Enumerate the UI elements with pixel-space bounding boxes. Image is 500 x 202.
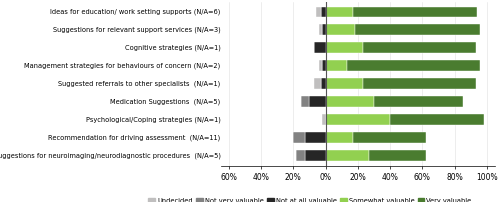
Text: Suggestions for relevant support services (N/A=3): Suggestions for relevant support service… [53, 27, 220, 33]
Bar [304, 132, 326, 143]
Bar [326, 24, 354, 35]
Bar [326, 78, 362, 89]
Bar [353, 6, 477, 17]
Bar [369, 150, 426, 161]
Bar [353, 132, 426, 143]
Bar [322, 114, 326, 125]
Text: Management strategies for behaviours of concern (N/A=2): Management strategies for behaviours of … [24, 63, 220, 69]
Bar [320, 6, 326, 17]
Bar [326, 150, 369, 161]
Bar [326, 114, 390, 125]
Bar [296, 150, 304, 161]
Bar [302, 96, 310, 107]
Bar [354, 24, 480, 35]
Bar [346, 60, 480, 71]
Bar [362, 42, 476, 53]
Bar [314, 42, 326, 53]
Bar [293, 132, 304, 143]
Bar [374, 96, 462, 107]
Bar [390, 114, 484, 125]
Bar [322, 60, 326, 71]
Text: Medication Suggestions  (N/A=5): Medication Suggestions (N/A=5) [110, 99, 220, 105]
Text: Suggested referrals to other specialists  (N/A=1): Suggested referrals to other specialists… [58, 81, 220, 87]
Bar [362, 78, 476, 89]
Bar [310, 96, 326, 107]
Legend: Undecided, Not very valuable, Not at all valuable, Somewhat valuable, Very valua: Undecided, Not very valuable, Not at all… [146, 195, 474, 202]
Bar [326, 132, 353, 143]
Bar [326, 42, 362, 53]
Bar [319, 60, 322, 71]
Text: Psychological/Coping strategies (N/A=1): Psychological/Coping strategies (N/A=1) [86, 117, 220, 123]
Bar [326, 60, 346, 71]
Text: Suggestions for neuroimaging/neurodiagnostic procedures  (N/A=5): Suggestions for neuroimaging/neurodiagno… [0, 153, 220, 159]
Bar [319, 24, 322, 35]
Bar [326, 6, 353, 17]
Bar [316, 6, 320, 17]
Bar [326, 96, 374, 107]
Bar [314, 78, 320, 89]
Bar [304, 150, 326, 161]
Text: Ideas for education/ work setting supports (N/A=6): Ideas for education/ work setting suppor… [50, 9, 220, 15]
Text: Recommendation for driving assessment  (N/A=11): Recommendation for driving assessment (N… [48, 135, 220, 141]
Text: Cognitive strategies (N/A=1): Cognitive strategies (N/A=1) [124, 45, 220, 51]
Bar [322, 24, 326, 35]
Bar [320, 78, 326, 89]
